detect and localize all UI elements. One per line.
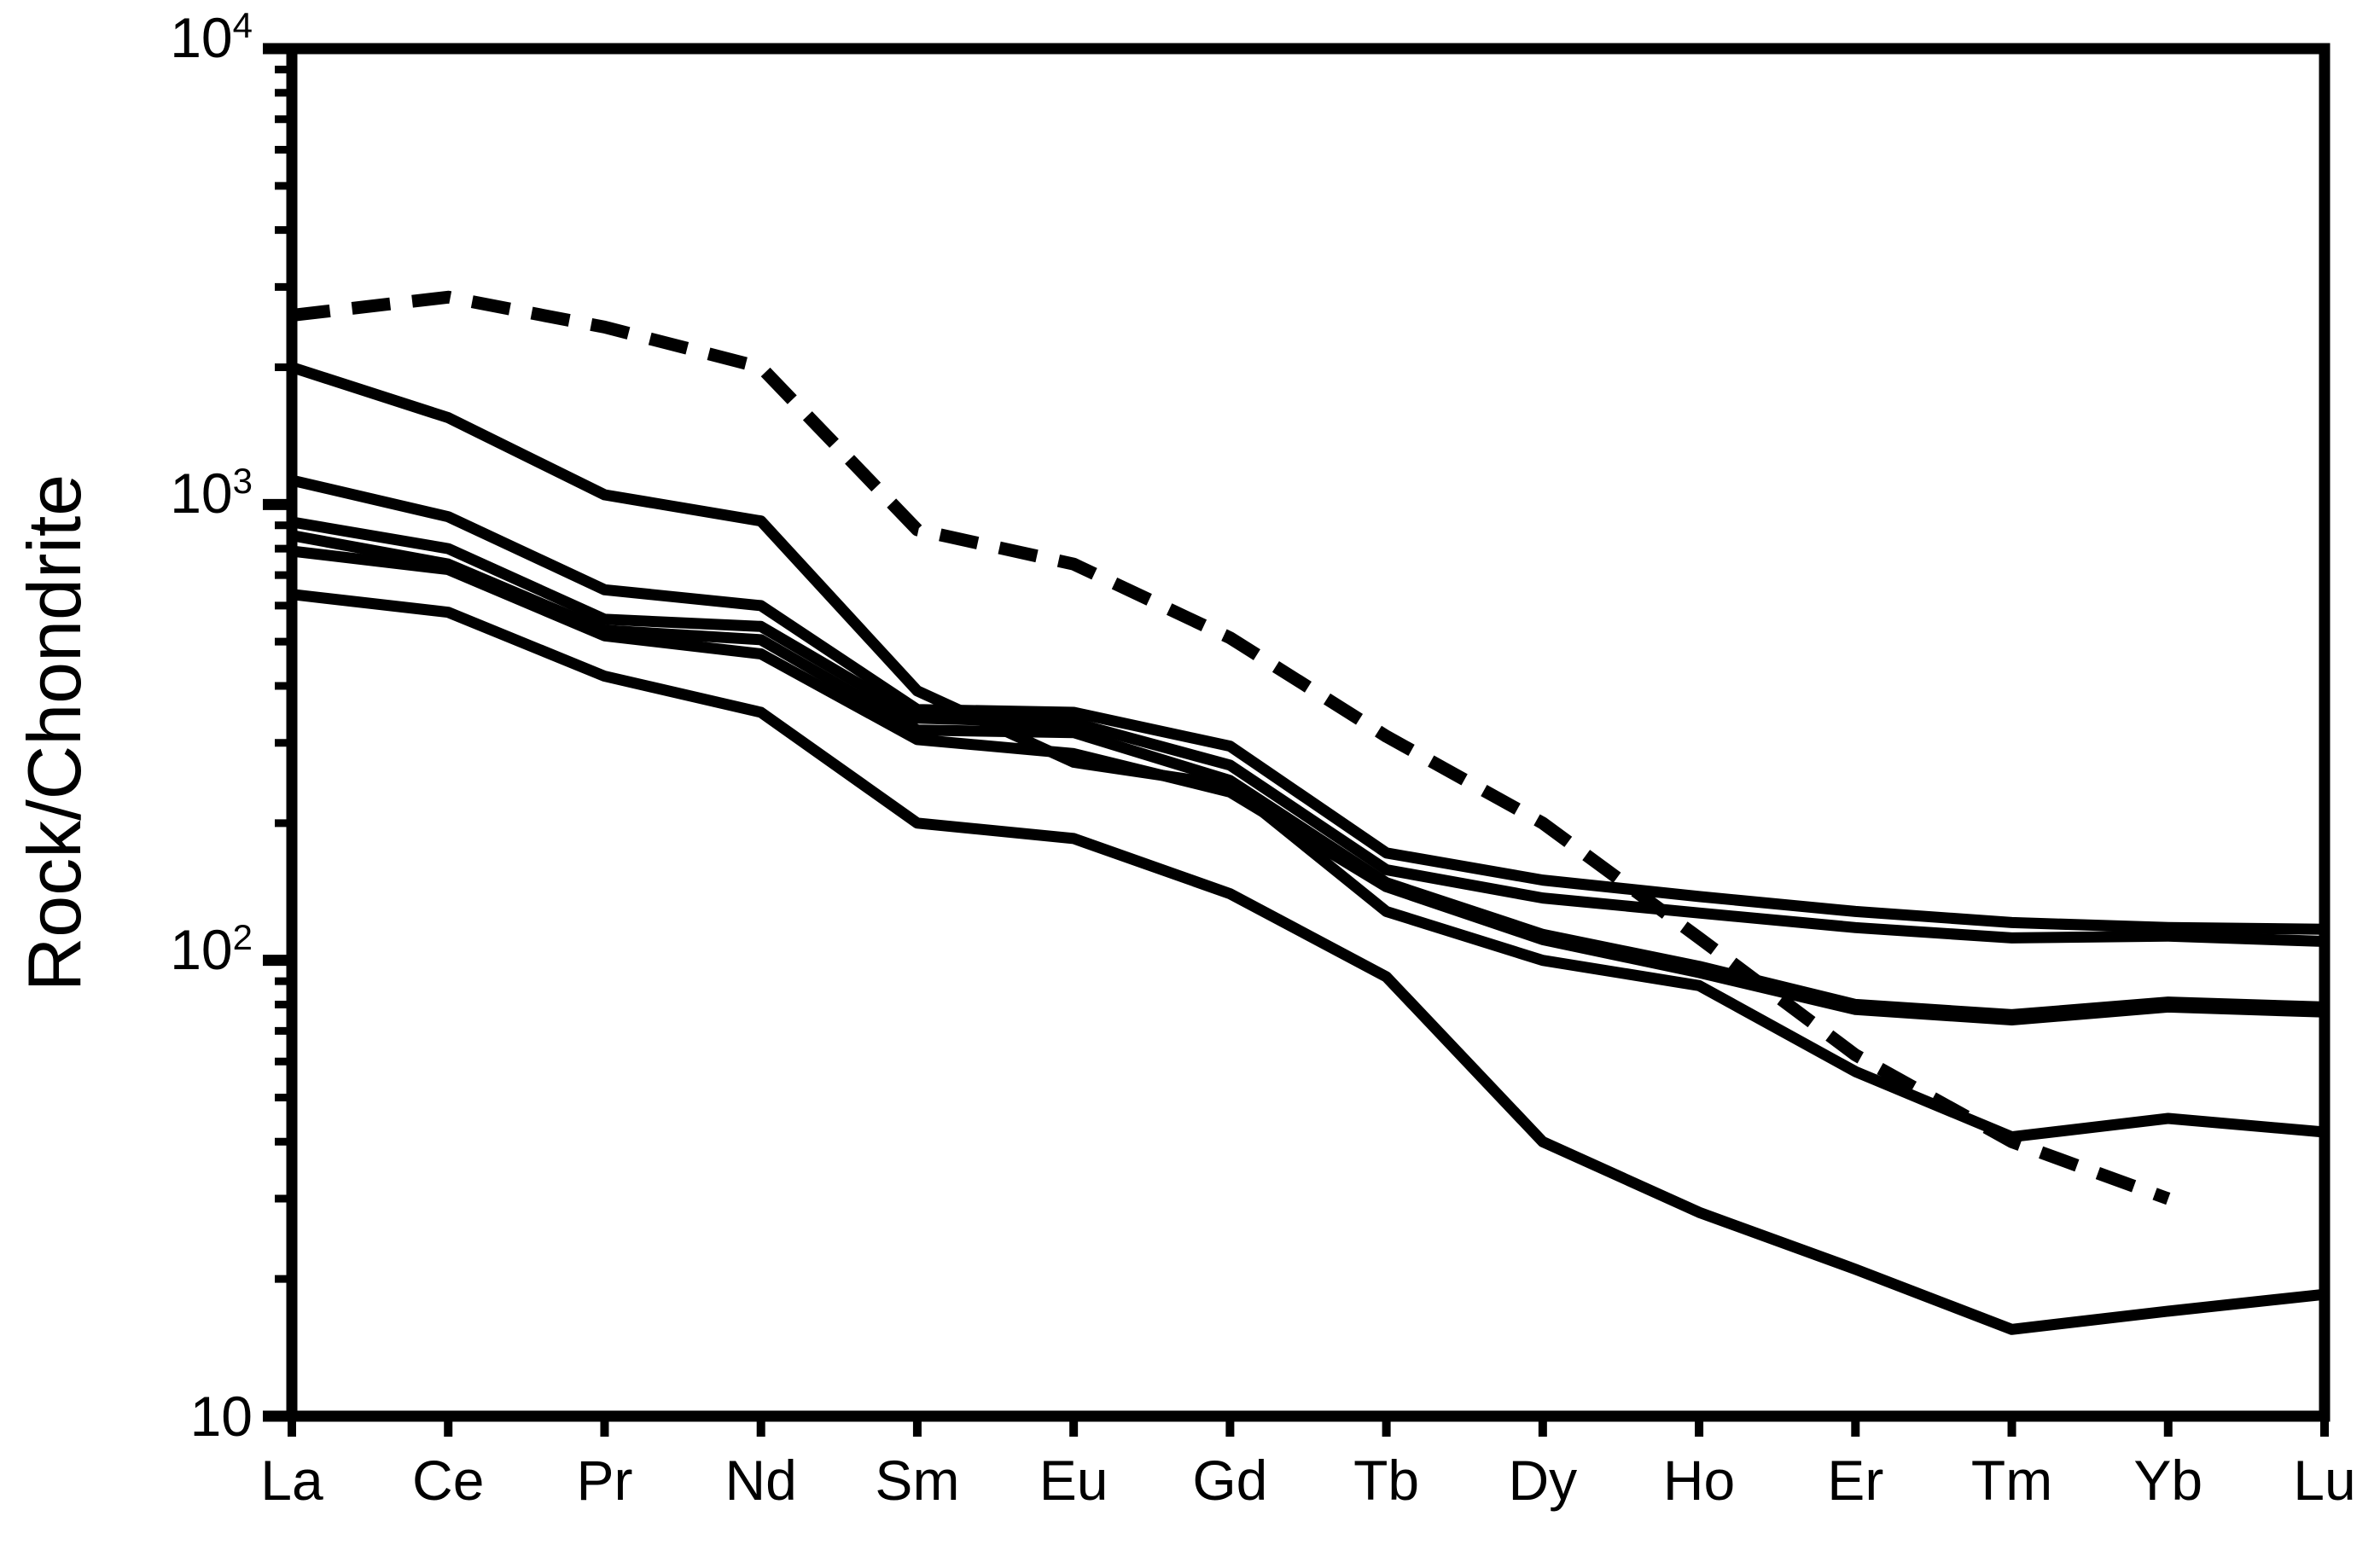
- series-sample-3-line: [290, 516, 2325, 947]
- x-tick-label-Tm: Tm: [1970, 1449, 2053, 1512]
- x-tick-label-Er: Er: [1827, 1449, 1884, 1512]
- series-sample-1-line: [290, 362, 2325, 1143]
- x-tick-label-Tb: Tb: [1353, 1449, 1420, 1512]
- series-sample-2-line: [290, 474, 2325, 935]
- x-tick-label-Eu: Eu: [1039, 1449, 1109, 1512]
- y-tick-label: 104: [170, 5, 253, 69]
- y-tick-label: 10: [189, 1385, 253, 1448]
- y-tick-label: 102: [170, 916, 253, 981]
- x-tick-label-Sm: Sm: [875, 1449, 960, 1512]
- y-tick-label: 103: [170, 461, 253, 526]
- plot-frame: [286, 43, 2331, 1422]
- y-axis-title: Rock/Chondrite: [12, 473, 96, 991]
- series-sample-6-line: [291, 589, 2325, 1335]
- x-tick-label-Dy: Dy: [1508, 1449, 1578, 1512]
- x-tick-label-Yb: Yb: [2133, 1449, 2203, 1512]
- x-tick-label-Lu: Lu: [2293, 1449, 2356, 1512]
- x-tick-label-Nd: Nd: [724, 1449, 797, 1512]
- series-sample-5-line: [291, 545, 2325, 1025]
- x-tick-label-Ho: Ho: [1662, 1449, 1736, 1512]
- x-tick-label-Gd: Gd: [1192, 1449, 1268, 1512]
- x-tick-label-Ce: Ce: [412, 1449, 485, 1512]
- x-tick-label-La: La: [260, 1449, 323, 1512]
- series-dashed-reference-dashed-line: [291, 290, 2171, 1205]
- x-tick-label-Pr: Pr: [576, 1449, 633, 1512]
